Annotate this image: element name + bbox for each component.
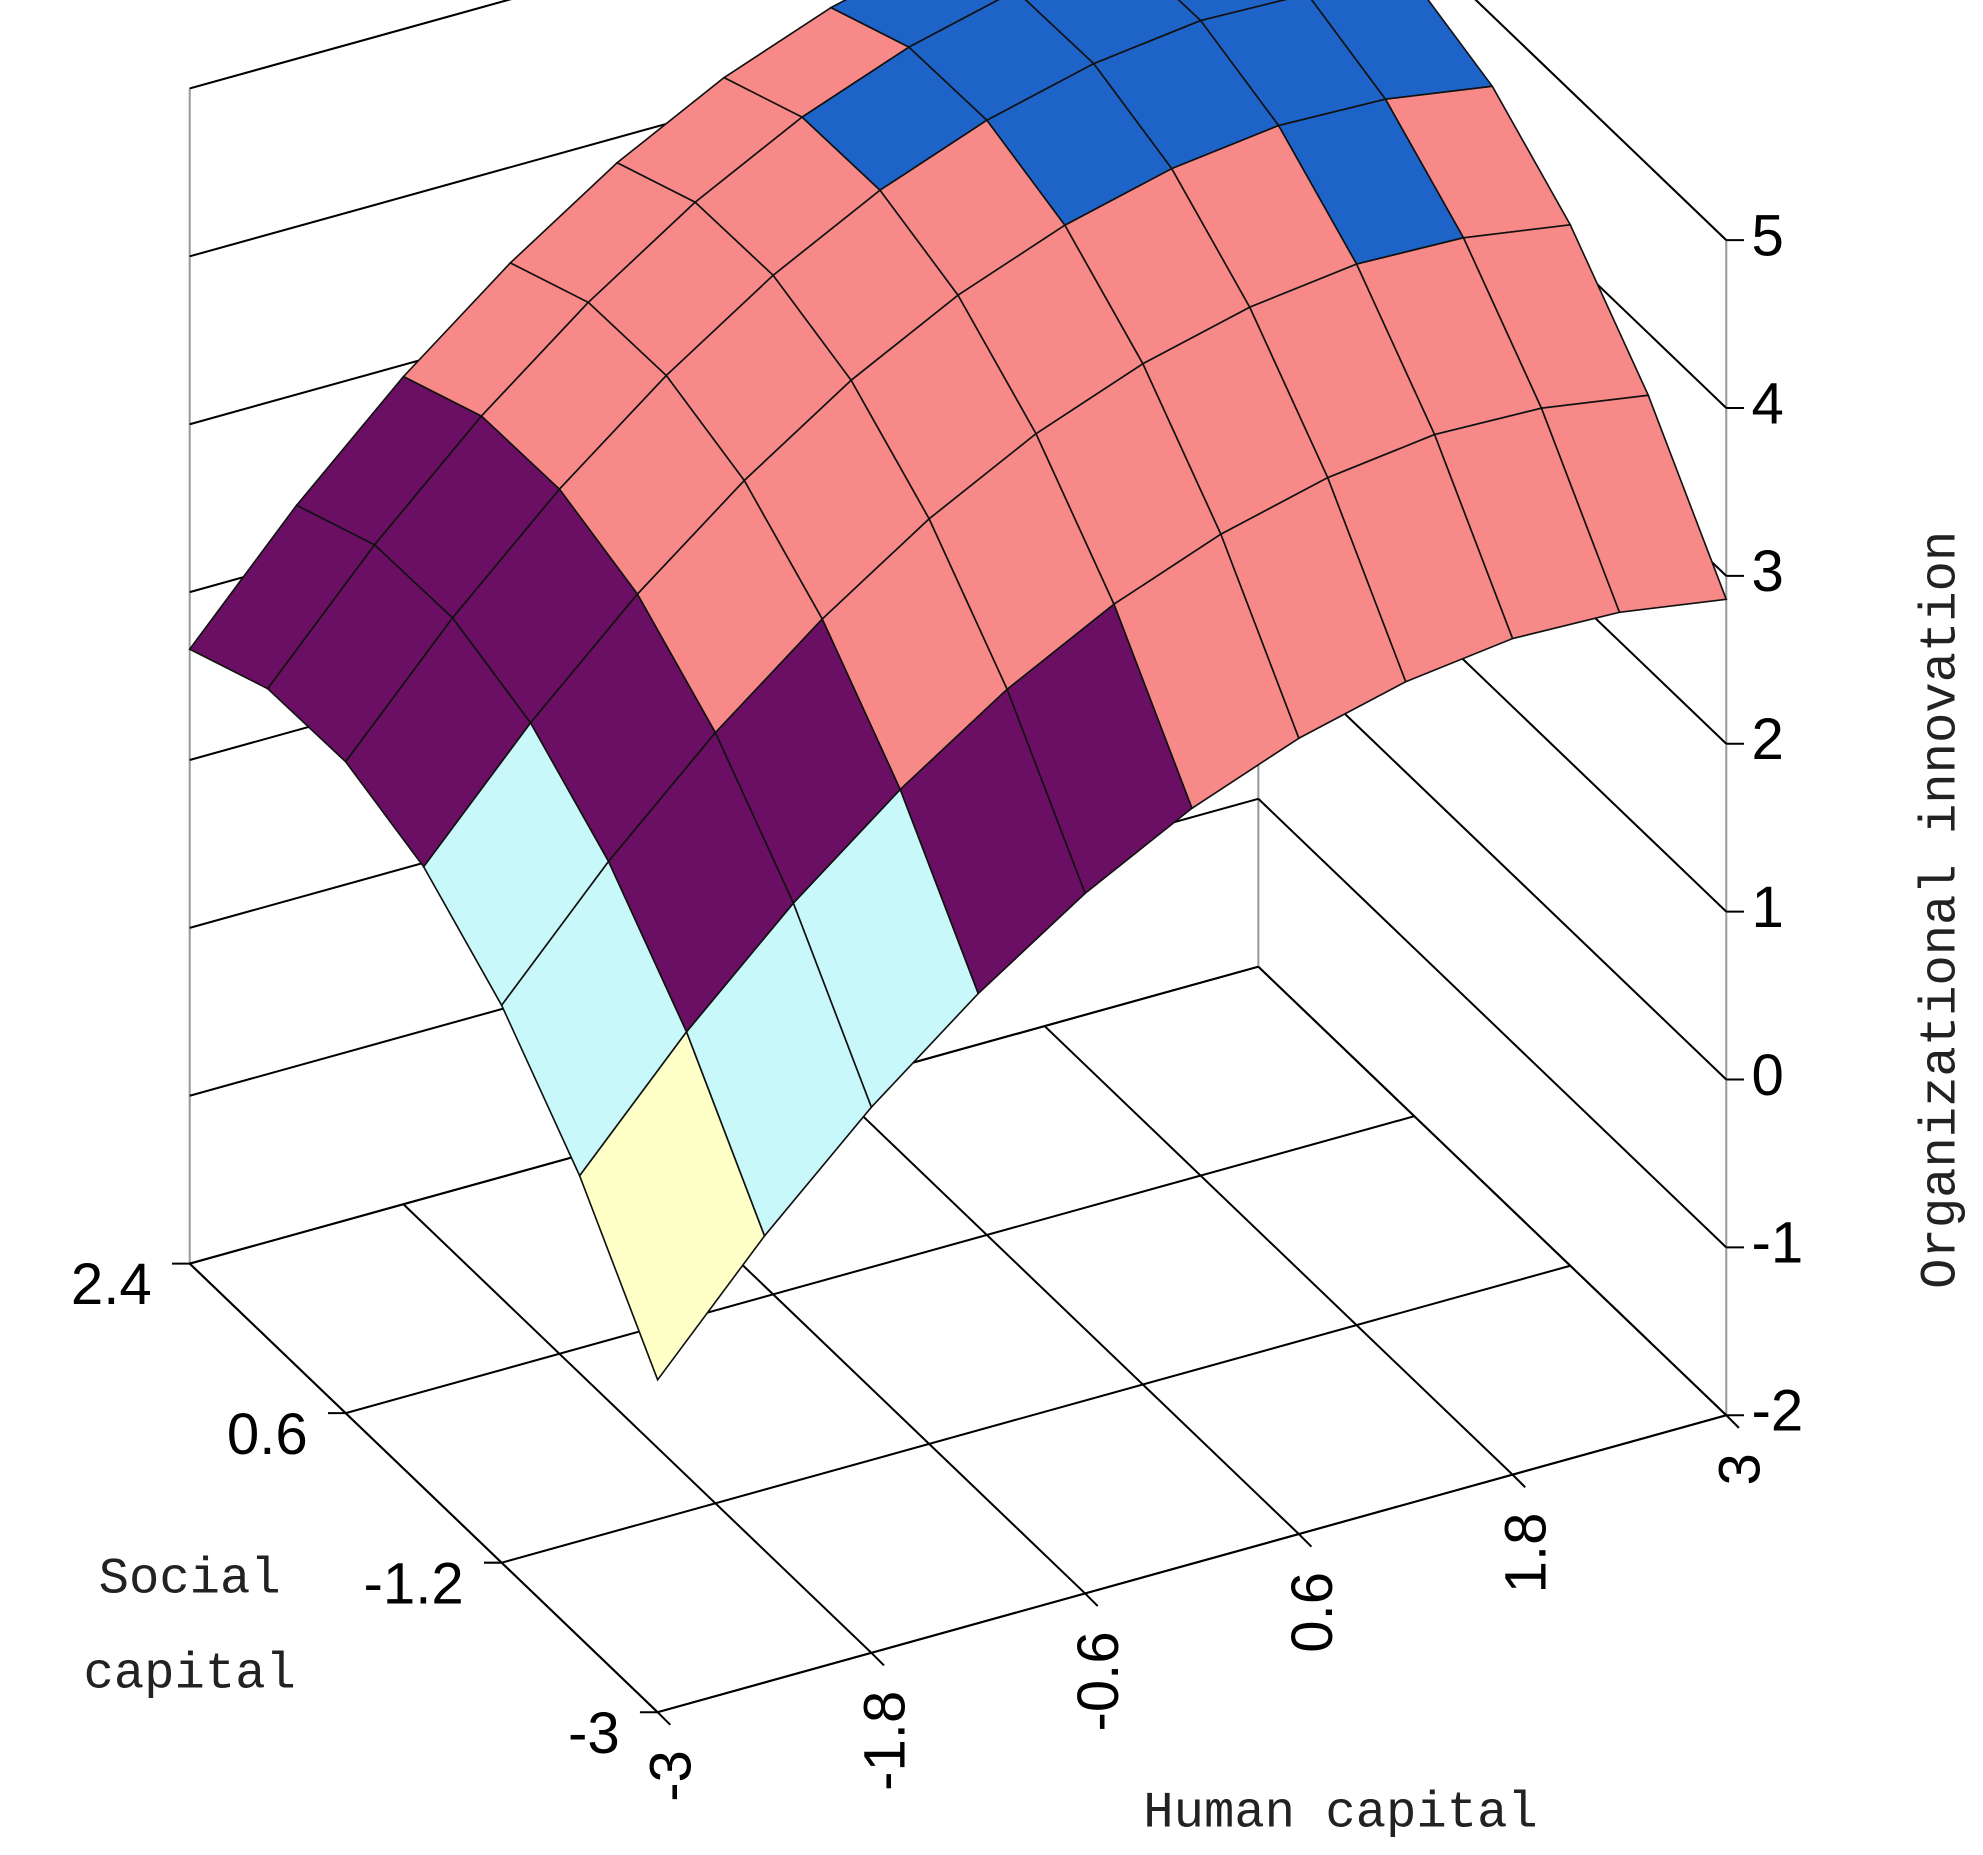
- grid-line: [501, 1264, 1571, 1564]
- y-tick-label: 2.4: [71, 1252, 152, 1317]
- y-axis-label: Social capital: [83, 1552, 295, 1704]
- y-tick-label: -1.2: [363, 1551, 463, 1616]
- z-tick-label: 5: [1752, 203, 1784, 268]
- z-tick-label: 3: [1752, 539, 1784, 604]
- grid-line: [1474, 0, 1727, 241]
- z-tick-label: -2: [1752, 1379, 1804, 1444]
- y-tick-label: -3: [568, 1701, 620, 1766]
- x-tick: [1298, 1533, 1313, 1548]
- x-tick-label: -3: [639, 1750, 704, 1802]
- surface-cell: [578, 1030, 766, 1382]
- z-axis-label: Organizational innovation: [1914, 531, 1971, 1289]
- grid-line: [188, 1262, 659, 1713]
- grid-line: [1257, 965, 1727, 1416]
- surface: [188, 0, 1728, 1382]
- x-tick: [1511, 1473, 1526, 1489]
- z-tick-label: 0: [1752, 1043, 1784, 1108]
- x-tick: [870, 1652, 885, 1667]
- z-tick-label: -1: [1752, 1211, 1804, 1276]
- grid-line: [1043, 1025, 1514, 1476]
- x-tick-label: 3: [1707, 1453, 1772, 1485]
- x-axis-label: Human capital: [1143, 1786, 1538, 1843]
- x-tick: [656, 1711, 671, 1726]
- z-tick-label: 1: [1752, 875, 1784, 940]
- x-tick-label: 1.8: [1494, 1513, 1559, 1594]
- x-tick-label: -1.8: [852, 1691, 917, 1791]
- x-tick-label: -0.6: [1066, 1631, 1131, 1731]
- grid-line: [830, 1084, 1300, 1535]
- z-tick-label: 4: [1752, 371, 1784, 436]
- x-tick-label: 0.6: [1280, 1572, 1345, 1653]
- y-tick-label: 0.6: [227, 1402, 308, 1467]
- z-tick-label: 2: [1752, 707, 1784, 772]
- x-tick: [1725, 1414, 1740, 1429]
- grid-line: [1257, 798, 1727, 1249]
- x-tick: [1084, 1592, 1099, 1607]
- grid-line: [189, 0, 512, 90]
- grid-line: [657, 1414, 1727, 1714]
- grid-line: [402, 1203, 873, 1654]
- grid-line: [345, 1115, 1415, 1415]
